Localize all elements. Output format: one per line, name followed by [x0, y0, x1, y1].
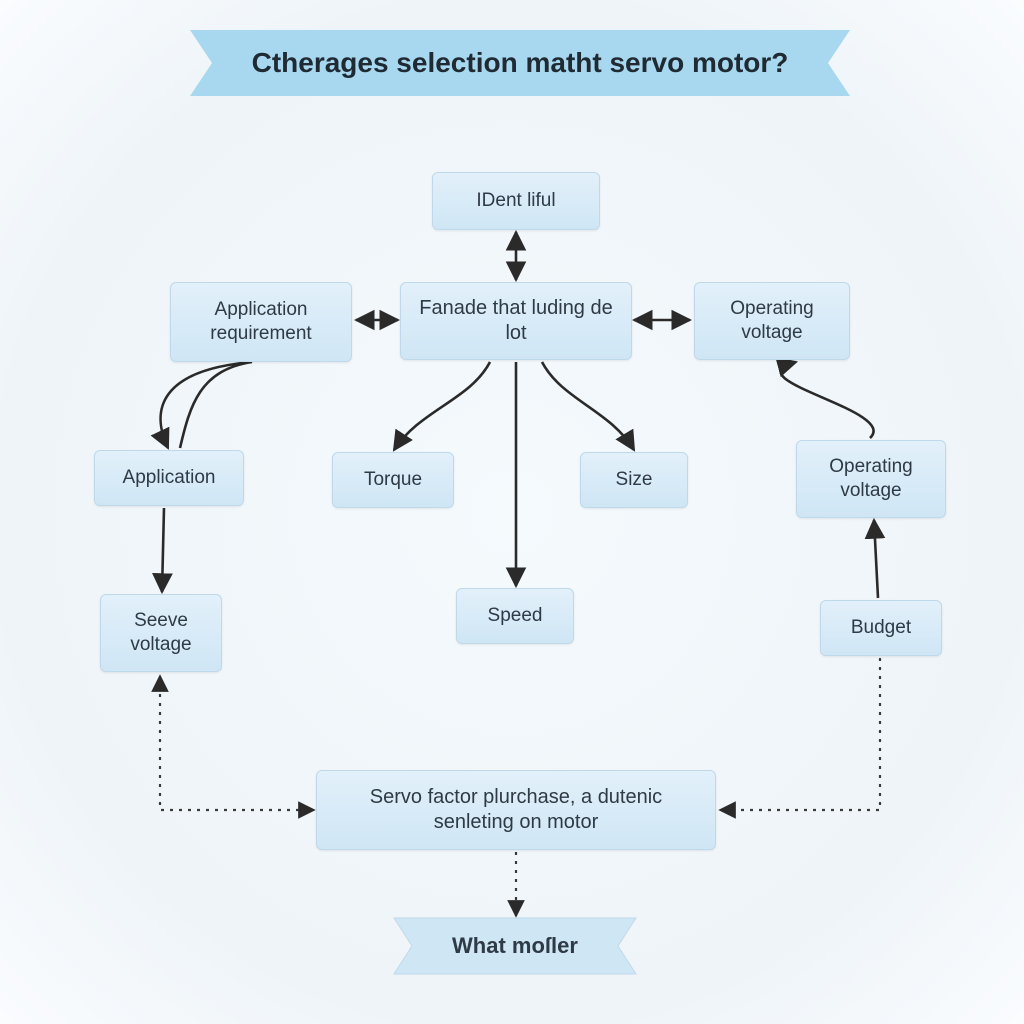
node-size: Size	[580, 452, 688, 508]
node-seeve-label: Seeve voltage	[115, 609, 207, 657]
title-text: Ctherages selection matht servo motor?	[252, 47, 789, 79]
node-speed: Speed	[456, 588, 574, 644]
node-ident-label: IDent liful	[476, 189, 555, 213]
node-appreq: Application requirement	[170, 282, 352, 362]
node-application: Application	[94, 450, 244, 506]
node-budget: Budget	[820, 600, 942, 656]
node-speed-label: Speed	[488, 604, 543, 628]
node-torque-label: Torque	[364, 468, 422, 492]
edge-fanade-torque	[394, 362, 490, 450]
node-appreq-label: Application requirement	[185, 298, 337, 346]
node-opvolt1: Operating voltage	[694, 282, 850, 360]
node-opvolt2-label: Operating voltage	[811, 455, 931, 503]
node-budget-label: Budget	[851, 616, 911, 640]
edge-opvolt2-budget	[874, 520, 878, 598]
title-banner: Ctherages selection matht servo motor?	[190, 30, 850, 96]
edge-fanade-size	[542, 362, 634, 450]
node-torque: Torque	[332, 452, 454, 508]
node-application-label: Application	[123, 466, 216, 490]
node-fanade-label: Fanade that luding de lot	[415, 296, 617, 346]
edge-opvolt1-opvolt2	[781, 362, 874, 438]
node-opvolt2: Operating voltage	[796, 440, 946, 518]
edge-application-seeve	[162, 508, 164, 592]
final-banner: What moſler	[394, 918, 636, 974]
node-servo: Servo factor plurchase, a dutenic senlet…	[316, 770, 716, 850]
edge-budget-servo	[720, 658, 880, 810]
node-fanade: Fanade that luding de lot	[400, 282, 632, 360]
node-opvolt1-label: Operating voltage	[709, 297, 835, 345]
edge-seeve-servo	[160, 676, 314, 810]
node-size-label: Size	[616, 468, 653, 492]
node-servo-label: Servo factor plurchase, a dutenic senlet…	[331, 785, 701, 835]
final-banner-text: What moſler	[452, 933, 578, 959]
edge-appreq-application	[161, 362, 252, 448]
node-seeve: Seeve voltage	[100, 594, 222, 672]
node-ident: IDent liful	[432, 172, 600, 230]
